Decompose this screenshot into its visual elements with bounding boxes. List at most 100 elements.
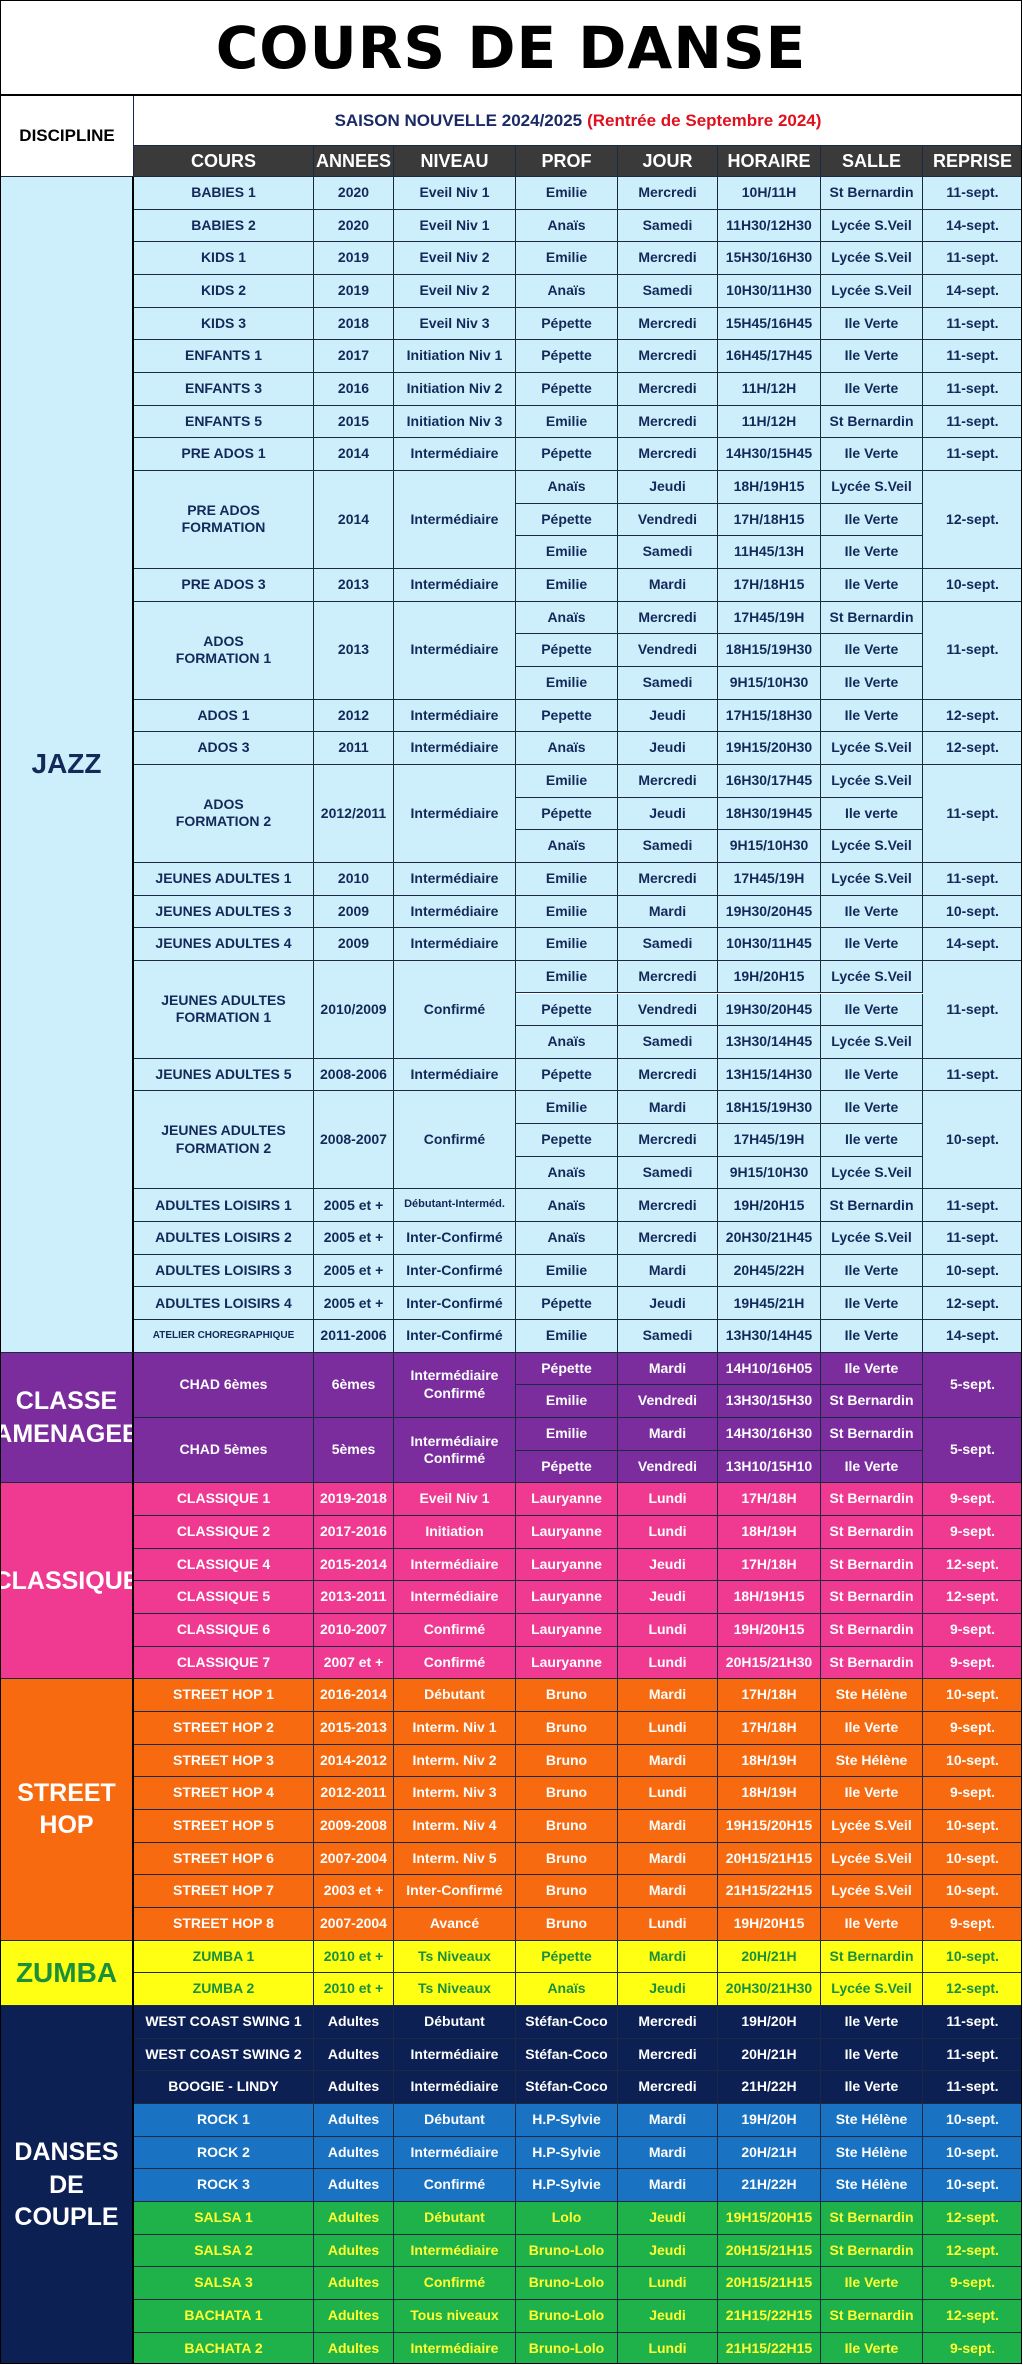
course-time: 17H/18H (718, 1679, 821, 1713)
course-day: Jeudi (618, 1548, 718, 1582)
course-room: Ile Verte (821, 928, 923, 961)
course-time: 9H15/10H30 (718, 830, 821, 863)
course-time: 18H/19H (718, 1777, 821, 1810)
course-teacher: Emilie (516, 405, 618, 439)
course-day: Mardi (618, 2169, 718, 2202)
course-restart-date: 12-sept. (923, 732, 1021, 765)
course-teacher: Bruno (516, 1842, 618, 1876)
course-teacher: Stéfan-Coco (516, 2005, 618, 2039)
course-name: STREET HOP 7 (134, 1875, 314, 1908)
course-time: 15H45/16H45 (718, 307, 821, 341)
course-room: Lycée S.Veil (821, 1875, 923, 1908)
course-day: Lundi (618, 2267, 718, 2300)
course-time: 19H/20H15 (718, 1907, 821, 1941)
course-years: 2010 (314, 862, 394, 896)
course-teacher: Pépette (516, 1940, 618, 1974)
course-room: St Bernardin (821, 405, 923, 439)
course-restart-date: 10-sept. (923, 895, 1021, 929)
course-teacher: Lolo (516, 2201, 618, 2235)
discipline-header: DISCIPLINE (1, 96, 134, 177)
course-restart-date: 11-sept. (923, 177, 1021, 210)
course-years: 2007-2004 (314, 1842, 394, 1876)
course-day: Mardi (618, 568, 718, 602)
course-teacher: Bruno-Lolo (516, 2267, 618, 2300)
course-years: 2010 et + (314, 1940, 394, 1974)
course-name: ENFANTS 3 (134, 372, 314, 406)
course-level: Interm. Niv 4 (394, 1810, 516, 1843)
course-name: ADOS FORMATION 1 (134, 601, 314, 700)
course-teacher: Anaïs (516, 1973, 618, 2006)
course-level: Intermédiaire (394, 764, 516, 863)
course-day: Jeudi (618, 732, 718, 765)
course-restart-date: 10-sept. (923, 1679, 1021, 1713)
course-day: Lundi (618, 2332, 718, 2363)
discipline-classique: CLASSIQUE (1, 1483, 134, 1680)
course-years: Adultes (314, 2005, 394, 2039)
course-name: CHAD 6èmes (134, 1352, 314, 1419)
course-day: Mercredi (618, 242, 718, 275)
course-day: Samedi (618, 830, 718, 863)
course-name: JEUNES ADULTES 4 (134, 928, 314, 961)
course-years: 2007-2004 (314, 1907, 394, 1941)
course-teacher: Pepette (516, 699, 618, 733)
course-years: 2016-2014 (314, 1679, 394, 1713)
course-day: Mercredi (618, 405, 718, 439)
course-day: Mardi (618, 1254, 718, 1288)
course-room: Lycée S.Veil (821, 1973, 923, 2006)
course-teacher: Pépette (516, 372, 618, 406)
course-room: St Bernardin (821, 1189, 923, 1223)
course-level: Débutant (394, 1679, 516, 1713)
course-name: ZUMBA 1 (134, 1940, 314, 1974)
course-time: 18H/19H (718, 1744, 821, 1778)
course-teacher: Bruno (516, 1810, 618, 1843)
course-day: Mardi (618, 1679, 718, 1713)
course-level: Intermédiaire (394, 732, 516, 765)
course-years: 2012 (314, 699, 394, 733)
course-day: Jeudi (618, 2234, 718, 2268)
column-header-jour: JOUR (618, 146, 718, 177)
course-teacher: Pepette (516, 1124, 618, 1157)
course-name: CLASSIQUE 4 (134, 1548, 314, 1582)
course-level: Intermédiaire (394, 601, 516, 700)
course-name: ADOS FORMATION 2 (134, 764, 314, 863)
course-years: 2010 et + (314, 1973, 394, 2006)
course-years: Adultes (314, 2201, 394, 2235)
course-room: St Bernardin (821, 1516, 923, 1549)
course-day: Mardi (618, 2103, 718, 2137)
course-teacher: Emilie (516, 536, 618, 569)
course-day: Samedi (618, 1026, 718, 1059)
course-name: WEST COAST SWING 2 (134, 2038, 314, 2072)
course-day: Mardi (618, 1875, 718, 1908)
column-header-prof: PROF (516, 146, 618, 177)
course-time: 19H/20H (718, 2103, 821, 2137)
course-level: Intermédiaire (394, 699, 516, 733)
course-restart-date: 11-sept. (923, 1058, 1021, 1092)
course-years: 2007 et + (314, 1646, 394, 1680)
course-teacher: Anaïs (516, 209, 618, 243)
course-years: 2019 (314, 274, 394, 308)
course-room: St Bernardin (821, 1940, 923, 1974)
course-teacher: Emilie (516, 1091, 618, 1125)
course-restart-date: 11-sept. (923, 764, 1021, 863)
course-name: CLASSIQUE 6 (134, 1614, 314, 1647)
course-room: Lycée S.Veil (821, 1156, 923, 1190)
discipline-zumba: ZUMBA (1, 1940, 134, 2006)
course-restart-date: 10-sept. (923, 2136, 1021, 2170)
course-time: 21H15/22H15 (718, 2299, 821, 2333)
course-time: 20H15/21H15 (718, 2234, 821, 2268)
course-room: St Bernardin (821, 1614, 923, 1647)
course-day: Mardi (618, 1940, 718, 1974)
column-header-annees: ANNEES (314, 146, 394, 177)
course-room: Lycée S.Veil (821, 830, 923, 863)
course-room: St Bernardin (821, 1483, 923, 1517)
course-room: Ile Verte (821, 568, 923, 602)
course-teacher: Anaïs (516, 732, 618, 765)
course-time: 20H15/21H30 (718, 1646, 821, 1680)
course-restart-date: 11-sept. (923, 1189, 1021, 1223)
course-level: Intermédiaire (394, 2038, 516, 2072)
course-room: Lycée S.Veil (821, 274, 923, 308)
course-years: 2005 et + (314, 1222, 394, 1255)
discipline-classe-amenagee: CLASSE AMENAGEE (1, 1352, 134, 1484)
course-room: St Bernardin (821, 1548, 923, 1582)
